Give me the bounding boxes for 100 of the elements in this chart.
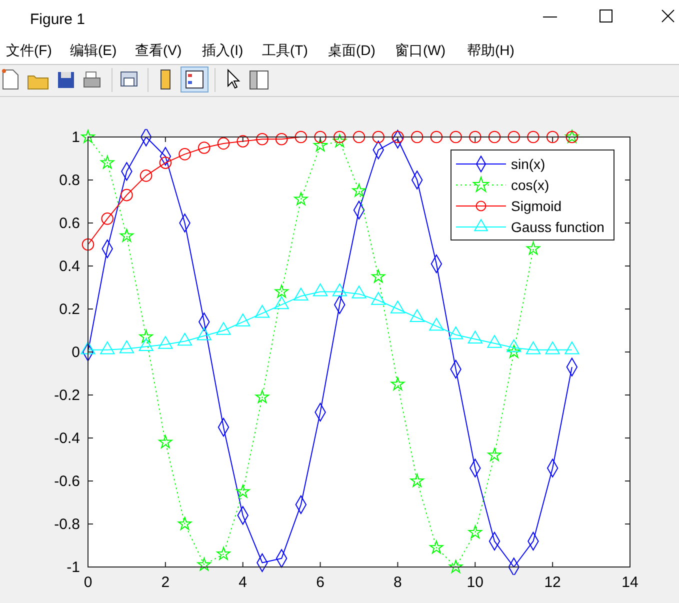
point xyxy=(178,516,192,530)
y-tick-label: 0.2 xyxy=(59,301,80,318)
point xyxy=(100,342,115,354)
point xyxy=(138,338,154,352)
legend-label: cos(x) xyxy=(511,177,550,193)
y-tick-label: -0.4 xyxy=(54,430,80,447)
point xyxy=(236,314,250,326)
point xyxy=(139,330,153,343)
x-tick-label: 10 xyxy=(466,574,484,591)
point xyxy=(410,474,424,487)
legend-label: sin(x) xyxy=(511,156,546,172)
point xyxy=(372,270,386,283)
point xyxy=(372,130,384,144)
point xyxy=(390,377,405,390)
point xyxy=(158,435,172,448)
point xyxy=(100,156,114,169)
point xyxy=(526,342,541,354)
point xyxy=(488,448,502,462)
point xyxy=(82,238,94,251)
point xyxy=(274,296,289,310)
point xyxy=(468,525,482,538)
point xyxy=(564,342,580,354)
point xyxy=(81,130,95,143)
point xyxy=(448,326,464,340)
point xyxy=(236,135,249,148)
text: 工具(T) xyxy=(262,42,308,58)
point xyxy=(468,330,482,344)
y-tick-label: 0.4 xyxy=(59,258,80,275)
point xyxy=(410,309,424,322)
text: 帮助(H) xyxy=(467,42,514,58)
point xyxy=(159,156,172,169)
text: 文件(F) xyxy=(6,42,52,58)
point xyxy=(526,242,540,255)
point xyxy=(487,335,502,348)
point xyxy=(140,170,152,182)
point xyxy=(254,304,270,318)
point xyxy=(332,283,347,296)
legend-label: Sigmoid xyxy=(511,198,562,214)
y-tick-label: -1 xyxy=(66,559,80,576)
point xyxy=(429,318,444,331)
point xyxy=(294,130,308,144)
x-tick-label: 6 xyxy=(316,574,324,591)
point xyxy=(448,560,463,573)
point xyxy=(217,137,230,150)
y-tick-label: -0.2 xyxy=(54,387,80,404)
point xyxy=(198,142,210,154)
text: 桌面(D) xyxy=(328,42,376,58)
point xyxy=(294,192,308,206)
point xyxy=(120,188,133,202)
point xyxy=(255,390,270,404)
point xyxy=(371,292,386,305)
point xyxy=(390,300,406,314)
x-tick-label: 4 xyxy=(238,574,248,591)
point xyxy=(256,133,268,146)
point xyxy=(352,184,366,197)
y-tick-label: 0.8 xyxy=(59,172,80,189)
point xyxy=(197,558,211,571)
x-tick-label: 12 xyxy=(544,574,561,591)
point xyxy=(294,288,308,301)
point xyxy=(80,342,96,354)
point xyxy=(120,228,134,242)
point xyxy=(275,133,288,146)
point xyxy=(178,148,191,160)
point xyxy=(177,332,192,346)
text: 窗口(W) xyxy=(395,42,446,58)
point xyxy=(527,130,540,144)
point xyxy=(216,546,230,560)
point xyxy=(119,340,134,354)
point xyxy=(545,342,560,354)
point xyxy=(430,540,444,554)
point xyxy=(196,328,212,340)
y-tick-label: -0.8 xyxy=(54,516,80,533)
x-tick-label: 14 xyxy=(622,574,638,591)
x-tick-label: 8 xyxy=(394,574,402,591)
x-tick-label: 0 xyxy=(84,574,92,591)
point xyxy=(236,484,250,498)
y-tick-label: 0 xyxy=(72,344,80,361)
caption: Figure 1 xyxy=(30,11,86,28)
point xyxy=(507,344,521,358)
point xyxy=(488,130,501,144)
point xyxy=(334,130,346,144)
point xyxy=(312,283,328,296)
point xyxy=(313,138,328,152)
point xyxy=(410,130,424,144)
x-tick-label: 2 xyxy=(161,574,170,591)
point xyxy=(352,286,366,298)
point xyxy=(469,130,482,144)
text: 编辑(E) xyxy=(70,42,117,58)
point xyxy=(450,130,462,144)
legend-label: Gauss function xyxy=(511,219,604,235)
point xyxy=(546,130,559,144)
point xyxy=(158,336,173,349)
text: 插入(I) xyxy=(202,42,244,58)
point xyxy=(352,130,366,144)
point xyxy=(430,130,443,144)
point xyxy=(508,130,520,144)
point xyxy=(506,339,522,352)
point xyxy=(274,284,288,298)
text: 查看(V) xyxy=(135,42,182,58)
point xyxy=(216,322,231,335)
